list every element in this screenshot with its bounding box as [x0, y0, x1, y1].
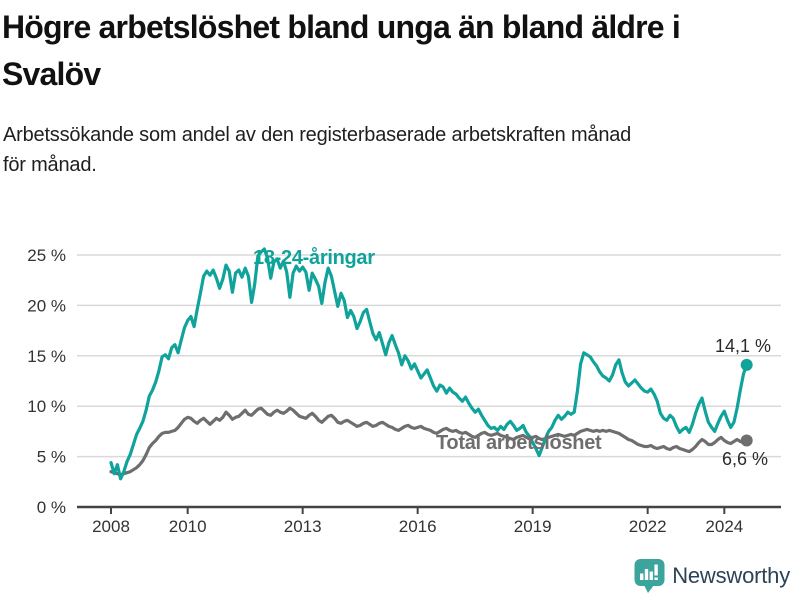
y-axis-label: 20 % — [27, 296, 66, 315]
y-axis-label: 5 % — [37, 448, 66, 467]
y-axis-label: 25 % — [27, 246, 66, 265]
y-axis-label: 15 % — [27, 347, 66, 366]
series-end-dot-total — [740, 434, 753, 447]
x-axis-label: 2013 — [284, 517, 322, 536]
series-end-dot-young — [740, 358, 753, 371]
x-axis-label: 2024 — [705, 517, 743, 536]
chart-subtitle: Arbetssökande som andel av den registerb… — [3, 120, 793, 180]
end-value-label-young: 14,1 % — [715, 336, 772, 356]
newsworthy-logo-icon — [634, 558, 665, 593]
series-line-total — [109, 406, 749, 477]
x-axis-label: 2008 — [92, 517, 130, 536]
chart-subtitle-line2: för månad. — [3, 154, 97, 176]
series-label-young: 18-24-åringar — [253, 247, 375, 269]
chart-title-line1: Högre arbetslöshet bland unga än bland ä… — [2, 9, 681, 45]
newsworthy-brand: Newsworthy — [634, 558, 790, 593]
newsworthy-brand-text: Newsworthy — [672, 562, 790, 588]
x-axis-label: 2016 — [399, 517, 437, 536]
x-axis-label: 2022 — [629, 517, 667, 536]
series-label-total: Total arbetslöshet — [436, 432, 602, 454]
series-line-young — [109, 247, 749, 481]
x-axis-label: 2019 — [514, 517, 552, 536]
y-axis-label: 10 % — [27, 397, 66, 416]
end-value-label-total: 6,6 % — [722, 449, 769, 469]
chart-title-line2: Svalöv — [2, 56, 101, 92]
chart-title: Högre arbetslöshet bland unga än bland ä… — [2, 4, 788, 98]
x-axis-label: 2010 — [169, 517, 207, 536]
chart-subtitle-line1: Arbetssökande som andel av den registerb… — [3, 124, 632, 146]
y-axis-label: 0 % — [37, 498, 66, 517]
